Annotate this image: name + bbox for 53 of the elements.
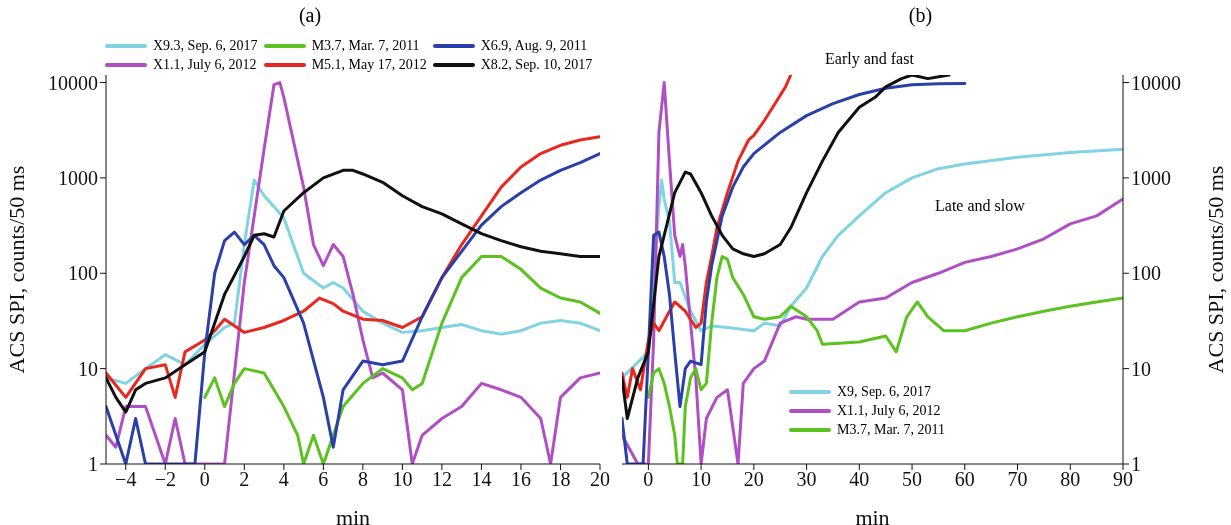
x-tick-label: 2 bbox=[239, 468, 250, 491]
x-tick-label: 0 bbox=[643, 468, 654, 491]
chart-title: (b) bbox=[907, 4, 934, 27]
legend-label: M3.7, Mar. 7, 2011 bbox=[837, 421, 945, 438]
y2-axis-title: ACS SPI, counts/50 ms bbox=[1202, 165, 1228, 374]
x-tick-label: 40 bbox=[849, 468, 870, 491]
x-tick-label: 16 bbox=[510, 468, 531, 491]
line-series bbox=[203, 254, 600, 464]
x-tick-label: 80 bbox=[1060, 468, 1081, 491]
x-tick-label: 18 bbox=[550, 468, 571, 491]
chart-title: (a) bbox=[297, 4, 323, 27]
x-tick-label: 10 bbox=[392, 468, 413, 491]
y2-tick-label: 100 bbox=[1131, 262, 1161, 285]
legend-label: X1.1, July 6, 2012 bbox=[837, 402, 941, 419]
legend-label: X8.2, Sep. 10, 2017 bbox=[480, 56, 593, 73]
legend-label: X6.9, Aug. 9, 2011 bbox=[480, 37, 588, 54]
x-tick-label: 50 bbox=[902, 468, 923, 491]
x-tick-label: 12 bbox=[431, 468, 452, 491]
y2-tick-label: 1000 bbox=[1131, 167, 1171, 190]
x-axis-title: min bbox=[335, 505, 371, 525]
y-tick-label: 10000 bbox=[48, 71, 98, 94]
x-tick-label: 20 bbox=[743, 468, 764, 491]
x-tick-label: 90 bbox=[1113, 468, 1133, 491]
y-tick-label: 1000 bbox=[58, 167, 98, 190]
x-tick-label: 14 bbox=[471, 468, 492, 491]
y-tick-label: 1 bbox=[88, 453, 98, 476]
y2-tick-label: 10 bbox=[1131, 357, 1151, 380]
x-tick-label: 20 bbox=[590, 468, 610, 491]
legend-label: X9.3, Sep. 6, 2017 bbox=[153, 37, 258, 54]
legend-label: M3.7, Mar. 7, 2011 bbox=[311, 37, 420, 54]
x-tick-label: 60 bbox=[954, 468, 975, 491]
y2-tick-label: 1 bbox=[1131, 453, 1141, 476]
x-tick-label: 70 bbox=[1007, 468, 1028, 491]
x-tick-label: −4 bbox=[115, 468, 137, 491]
x-tick-label: 30 bbox=[796, 468, 817, 491]
x-tick-label: −2 bbox=[154, 468, 176, 491]
x-axis-title: min bbox=[855, 505, 890, 525]
y-tick-label: 10 bbox=[78, 357, 98, 380]
x-tick-label: 4 bbox=[278, 468, 289, 491]
text: Early and fast bbox=[825, 50, 914, 68]
x-tick-label: 10 bbox=[691, 468, 712, 491]
legend-label: M5.1, May 17, 2012 bbox=[311, 56, 427, 73]
legend-label: X1.1, July 6, 2012 bbox=[153, 56, 257, 73]
y-axis-title: ACS SPI, counts/50 ms bbox=[3, 165, 29, 374]
annotation: Late and slow bbox=[935, 197, 1025, 215]
x-tick-label: 6 bbox=[318, 468, 329, 491]
y-tick-label: 100 bbox=[68, 262, 98, 285]
y2-tick-label: 10000 bbox=[1131, 71, 1181, 94]
x-tick-label: 8 bbox=[357, 468, 368, 491]
line-series bbox=[622, 81, 967, 464]
x-tick-label: 0 bbox=[199, 468, 210, 491]
line-series bbox=[646, 254, 1123, 464]
legend-label: X9, Sep. 6, 2017 bbox=[837, 383, 932, 400]
